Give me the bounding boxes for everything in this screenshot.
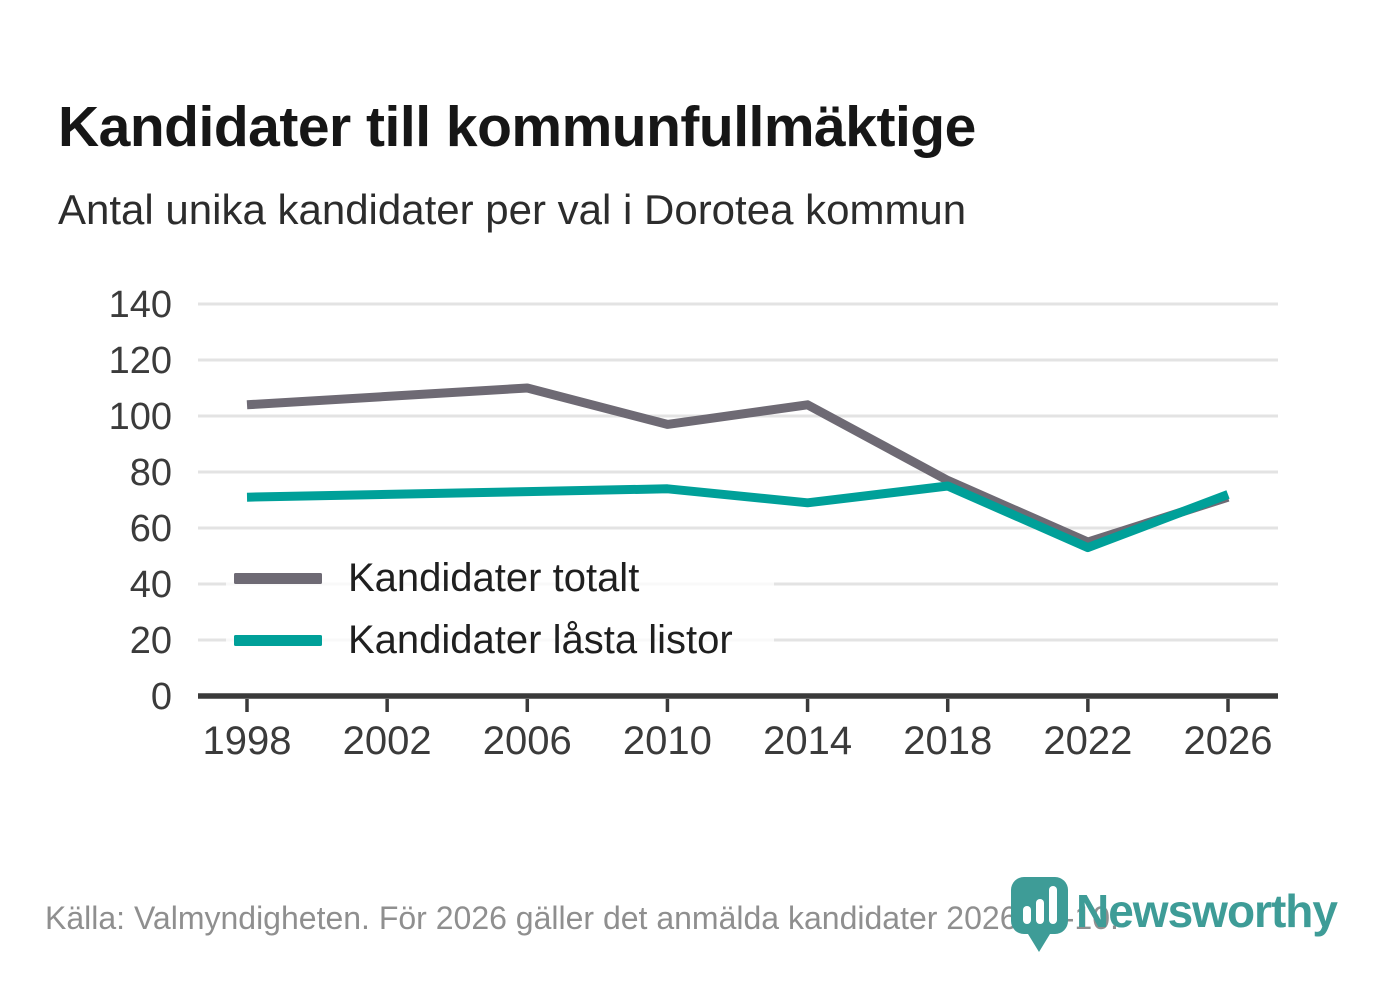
legend-swatch-kandidater-lasta-listor [234, 634, 322, 646]
y-axis-label: 80 [130, 452, 172, 494]
legend-background [226, 546, 774, 668]
source-note: Källa: Valmyndigheten. För 2026 gäller d… [45, 900, 1119, 936]
x-axis-label: 2010 [623, 719, 712, 763]
x-axis-label: 2002 [343, 719, 432, 763]
legend-swatch-kandidater-totalt [234, 572, 322, 584]
y-axis-label: 120 [109, 340, 172, 382]
legend-item-kandidater-lasta-listor: Kandidater låsta listor [234, 618, 733, 662]
y-axis-label: 60 [130, 508, 172, 550]
y-axis-label: 0 [151, 676, 172, 718]
newsworthy-wordmark: Newsworthy [1076, 885, 1338, 937]
series-line-kandidater-l-sta-listor [246, 481, 1230, 553]
x-axis-label: 2022 [1043, 719, 1132, 763]
y-axis-label: 100 [109, 396, 172, 438]
y-axis-label: 20 [130, 620, 172, 662]
x-axis-label: 2018 [903, 719, 992, 763]
legend-label-kandidater-totalt: Kandidater totalt [348, 555, 640, 600]
y-axis-label: 40 [130, 564, 172, 606]
series-line-kandidater-totalt [246, 383, 1230, 547]
newsworthy-pin-icon [1011, 877, 1068, 952]
legend-item-kandidater-totalt: Kandidater totalt [234, 556, 639, 600]
x-axis-label: 2014 [763, 719, 852, 763]
x-axis-label: 2006 [483, 719, 572, 763]
x-axis-label: 2026 [1184, 719, 1273, 763]
x-axis-label: 1998 [203, 719, 292, 763]
newsworthy-logo: Newsworthy [1010, 876, 1340, 966]
y-axis-label: 140 [109, 284, 172, 326]
chart-subtitle: Antal unika kandidater per val i Dorotea… [58, 186, 967, 233]
page-title: Kandidater till kommunfullmäktige [58, 95, 976, 160]
legend-label-kandidater-lasta-listor: Kandidater låsta listor [348, 617, 733, 662]
